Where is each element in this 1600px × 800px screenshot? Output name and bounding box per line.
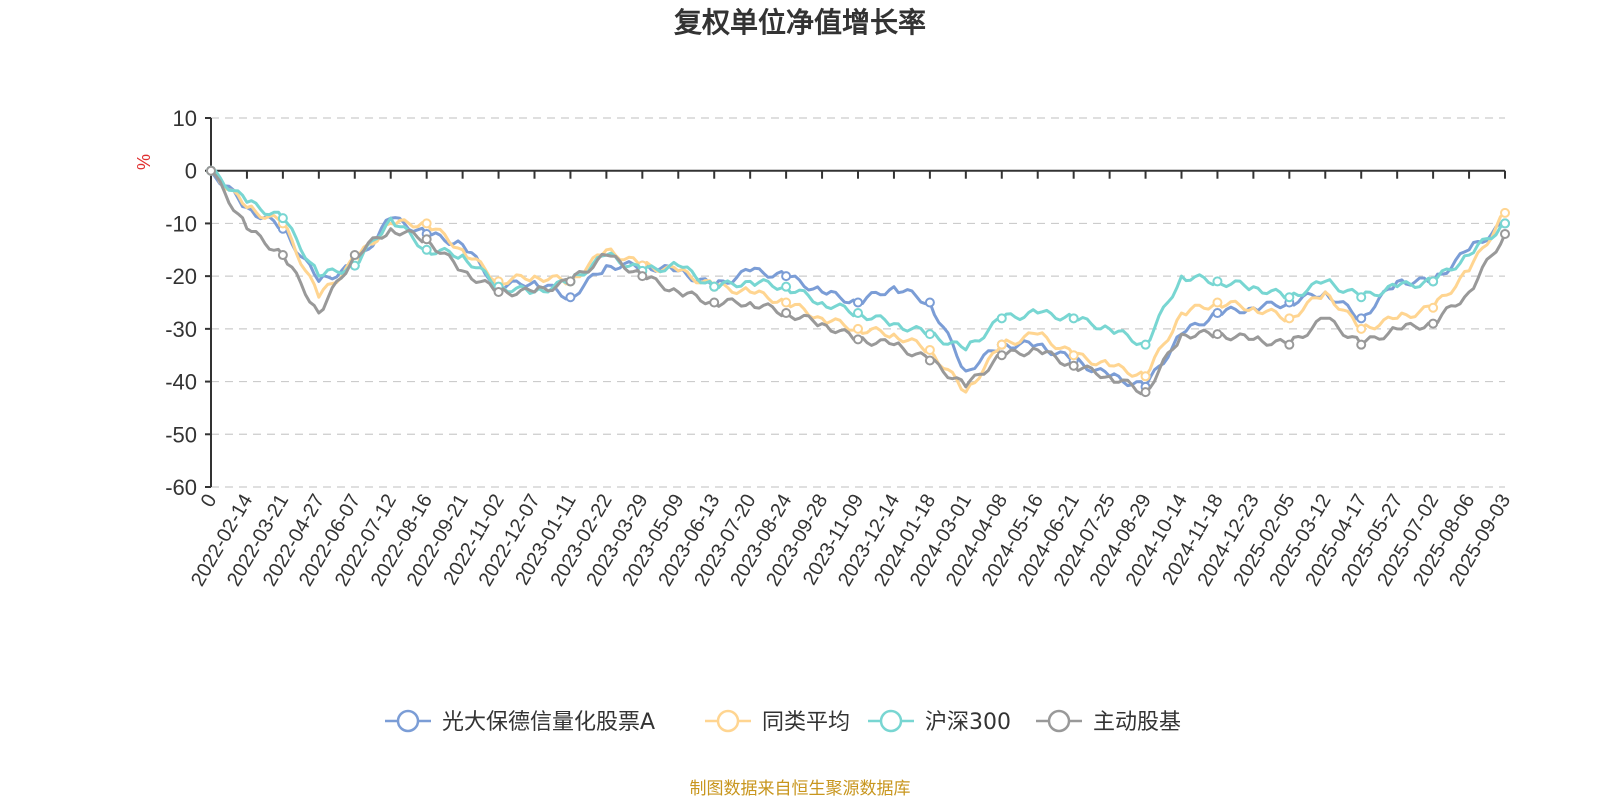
data-point [924, 344, 935, 355]
data-point [1356, 323, 1367, 334]
data-point [924, 355, 935, 366]
data-point [709, 281, 720, 292]
data-point [924, 297, 935, 308]
legend-circle-icon [396, 709, 420, 733]
data-point [996, 313, 1007, 324]
data-point [1284, 339, 1295, 350]
data-point [421, 234, 432, 245]
plot-area [206, 165, 1510, 398]
data-point [853, 297, 863, 308]
y-tick-label: 10 [173, 106, 197, 131]
data-point [1500, 228, 1510, 239]
data-point [1428, 302, 1439, 313]
data-point [565, 292, 576, 303]
data-point [1212, 276, 1223, 287]
data-point [421, 244, 432, 255]
data-point [1356, 292, 1367, 303]
y-axis-unit: % [134, 154, 154, 170]
legend-circle-icon [879, 709, 903, 733]
data-point [1140, 371, 1151, 382]
legend-circle-icon [716, 709, 740, 733]
series-line-0 [209, 169, 1507, 389]
legend-circle-icon [1047, 709, 1071, 733]
data-point [1212, 308, 1223, 319]
series-line-3 [209, 169, 1507, 396]
y-tick-label: -20 [165, 264, 197, 289]
y-axis: 10 0 -10 -20 -30 -40 -50 -60 [165, 106, 212, 500]
y-tick-label: -40 [165, 370, 197, 395]
series-0 [206, 165, 1510, 392]
data-point [709, 297, 720, 308]
series-3 [206, 165, 1510, 398]
data-point [1428, 318, 1439, 329]
data-point [1284, 292, 1295, 303]
series-line-2 [209, 169, 1507, 352]
data-point [1356, 313, 1367, 324]
data-point [1140, 339, 1151, 350]
data-point [1212, 297, 1223, 308]
data-point [1284, 313, 1295, 324]
data-point [853, 334, 863, 345]
data-point [1140, 387, 1151, 398]
legend-label: 同类平均 [762, 710, 850, 735]
data-point [781, 308, 792, 319]
data-point [277, 213, 288, 224]
data-point [781, 297, 792, 308]
data-point [781, 281, 792, 292]
data-point [1068, 360, 1079, 371]
data-point [781, 271, 792, 282]
data-point [853, 323, 863, 334]
data-point [996, 350, 1007, 361]
data-point [1212, 329, 1223, 340]
x-tick-label: 0 [197, 491, 222, 512]
data-point [421, 218, 432, 229]
legend-item-3[interactable]: 主动股基 [1036, 709, 1181, 735]
legend-item-0[interactable]: 光大保德信量化股票A [385, 709, 655, 735]
data-point [1500, 218, 1510, 229]
data-point [996, 339, 1007, 350]
data-point [349, 250, 360, 261]
legend-item-1[interactable]: 同类平均 [705, 709, 850, 735]
y-tick-label: -10 [165, 211, 197, 236]
data-point [637, 271, 648, 282]
y-tick-label: -30 [165, 317, 197, 342]
data-point [206, 165, 216, 176]
y-tick-label: -50 [165, 422, 197, 447]
series-1 [206, 165, 1510, 394]
data-point [1068, 350, 1079, 361]
data-point [565, 276, 576, 287]
legend-item-2[interactable]: 沪深300 [868, 709, 1011, 735]
series-2 [206, 165, 1510, 352]
data-point [493, 286, 504, 297]
data-point [277, 250, 288, 261]
data-point [853, 308, 863, 319]
data-point [1356, 339, 1367, 350]
legend-label: 沪深300 [925, 710, 1011, 735]
legend[interactable]: 光大保德信量化股票A 同类平均 沪深300 主动股基 [385, 709, 1181, 735]
chart-title: 复权单位净值增长率 [674, 6, 926, 39]
series-line-1 [209, 169, 1507, 394]
data-point [1500, 207, 1510, 218]
data-point [1068, 313, 1079, 324]
data-point [924, 329, 935, 340]
y-tick-label: -60 [165, 475, 197, 500]
source-note: 制图数据来自恒生聚源数据库 [690, 779, 911, 799]
legend-label: 光大保德信量化股票A [442, 710, 655, 735]
legend-label: 主动股基 [1093, 710, 1181, 735]
data-point [1428, 276, 1439, 287]
y-tick-label: 0 [185, 159, 197, 184]
